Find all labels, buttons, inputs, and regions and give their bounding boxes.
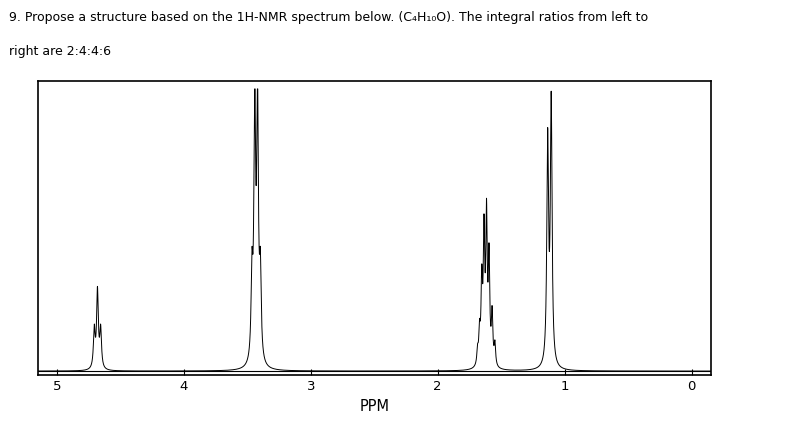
X-axis label: PPM: PPM xyxy=(359,399,390,414)
Text: 9. Propose a structure based on the 1H-NMR spectrum below. (C₄H₁₀O). The integra: 9. Propose a structure based on the 1H-N… xyxy=(9,11,648,24)
Text: right are 2:4:4:6: right are 2:4:4:6 xyxy=(9,45,112,58)
